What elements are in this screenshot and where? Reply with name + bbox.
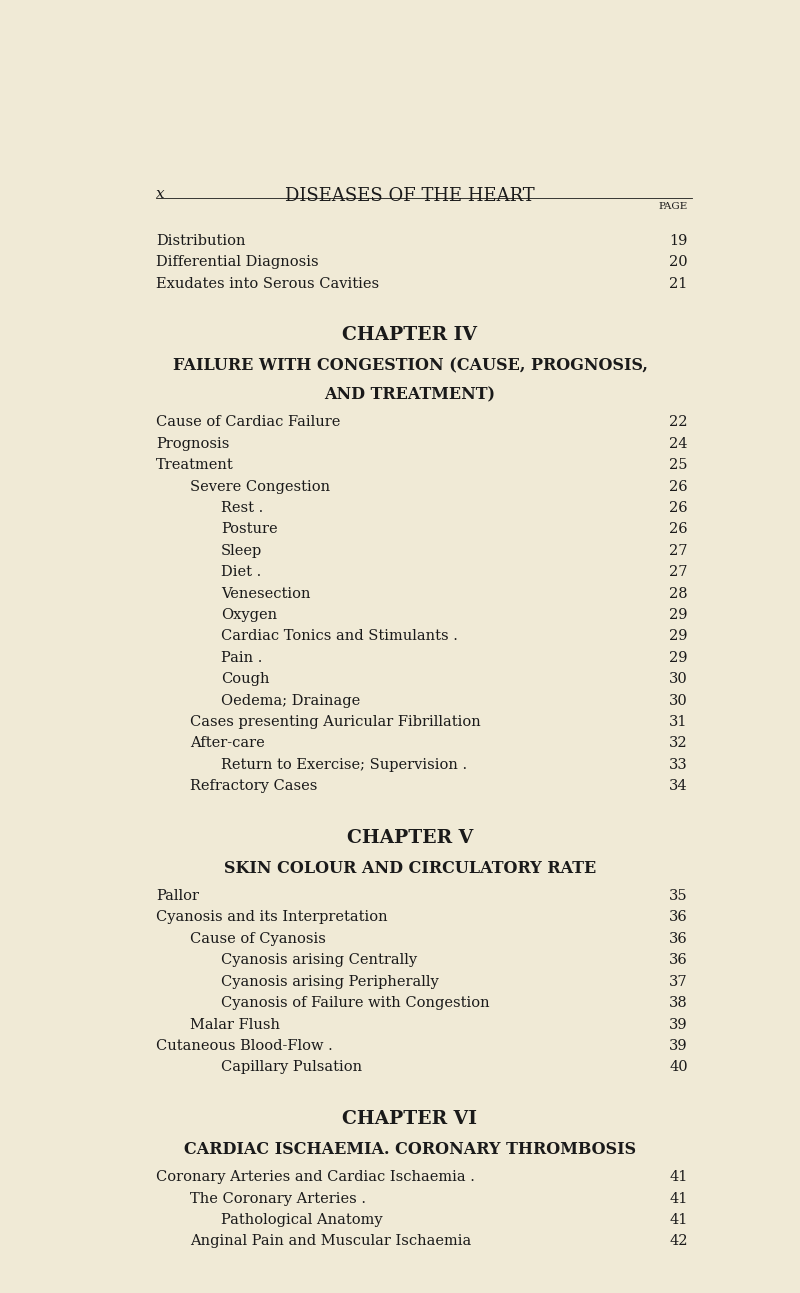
Text: 22: 22	[670, 415, 688, 429]
Text: 36: 36	[669, 953, 688, 967]
Text: After-care: After-care	[190, 737, 265, 750]
Text: Pain .: Pain .	[221, 650, 262, 665]
Text: CHAPTER VI: CHAPTER VI	[342, 1109, 478, 1127]
Text: Posture: Posture	[221, 522, 278, 537]
Text: x: x	[156, 187, 165, 200]
Text: Cause of Cyanosis: Cause of Cyanosis	[190, 932, 326, 946]
Text: Prognosis: Prognosis	[156, 437, 229, 451]
Text: Cardiac Tonics and Stimulants .: Cardiac Tonics and Stimulants .	[221, 630, 458, 644]
Text: 27: 27	[670, 565, 688, 579]
Text: 20: 20	[669, 255, 688, 269]
Text: Coronary Arteries and Cardiac Ischaemia .: Coronary Arteries and Cardiac Ischaemia …	[156, 1170, 474, 1184]
Text: Cyanosis arising Centrally: Cyanosis arising Centrally	[221, 953, 417, 967]
Text: 26: 26	[669, 522, 688, 537]
Text: 31: 31	[670, 715, 688, 729]
Text: Treatment: Treatment	[156, 458, 234, 472]
Text: AND TREATMENT): AND TREATMENT)	[325, 387, 495, 403]
Text: 32: 32	[669, 737, 688, 750]
Text: 37: 37	[669, 975, 688, 989]
Text: FAILURE WITH CONGESTION (CAUSE, PROGNOSIS,: FAILURE WITH CONGESTION (CAUSE, PROGNOSI…	[173, 358, 647, 375]
Text: 41: 41	[670, 1192, 688, 1205]
Text: Return to Exercise; Supervision .: Return to Exercise; Supervision .	[221, 758, 467, 772]
Text: Refractory Cases: Refractory Cases	[190, 780, 318, 794]
Text: 30: 30	[669, 672, 688, 687]
Text: CHAPTER IV: CHAPTER IV	[342, 326, 478, 344]
Text: Diet .: Diet .	[221, 565, 261, 579]
Text: 35: 35	[669, 890, 688, 903]
Text: 21: 21	[670, 277, 688, 291]
Text: Distribution: Distribution	[156, 234, 246, 248]
Text: Exudates into Serous Cavities: Exudates into Serous Cavities	[156, 277, 379, 291]
Text: SKIN COLOUR AND CIRCULATORY RATE: SKIN COLOUR AND CIRCULATORY RATE	[224, 860, 596, 877]
Text: 19: 19	[670, 234, 688, 248]
Text: Differential Diagnosis: Differential Diagnosis	[156, 255, 318, 269]
Text: Cutaneous Blood-Flow .: Cutaneous Blood-Flow .	[156, 1040, 333, 1053]
Text: Pallor: Pallor	[156, 890, 199, 903]
Text: 36: 36	[669, 932, 688, 946]
Text: 41: 41	[670, 1170, 688, 1184]
Text: 27: 27	[670, 544, 688, 557]
Text: 30: 30	[669, 693, 688, 707]
Text: 33: 33	[669, 758, 688, 772]
Text: Cyanosis of Failure with Congestion: Cyanosis of Failure with Congestion	[221, 996, 490, 1010]
Text: Cases presenting Auricular Fibrillation: Cases presenting Auricular Fibrillation	[190, 715, 481, 729]
Text: 39: 39	[669, 1018, 688, 1032]
Text: 41: 41	[670, 1213, 688, 1227]
Text: Oxygen: Oxygen	[221, 608, 277, 622]
Text: CHAPTER V: CHAPTER V	[347, 829, 473, 847]
Text: Cyanosis arising Peripherally: Cyanosis arising Peripherally	[221, 975, 438, 989]
Text: 34: 34	[669, 780, 688, 794]
Text: 36: 36	[669, 910, 688, 924]
Text: Malar Flush: Malar Flush	[190, 1018, 280, 1032]
Text: Anginal Pain and Muscular Ischaemia: Anginal Pain and Muscular Ischaemia	[190, 1235, 471, 1248]
Text: 26: 26	[669, 500, 688, 515]
Text: Cause of Cardiac Failure: Cause of Cardiac Failure	[156, 415, 340, 429]
Text: PAGE: PAGE	[658, 202, 688, 211]
Text: 42: 42	[670, 1235, 688, 1248]
Text: 29: 29	[670, 650, 688, 665]
Text: Oedema; Drainage: Oedema; Drainage	[221, 693, 360, 707]
Text: Rest .: Rest .	[221, 500, 263, 515]
Text: 39: 39	[669, 1040, 688, 1053]
Text: Severe Congestion: Severe Congestion	[190, 480, 330, 494]
Text: 38: 38	[669, 996, 688, 1010]
Text: 28: 28	[669, 587, 688, 600]
Text: 26: 26	[669, 480, 688, 494]
Text: DISEASES OF THE HEART: DISEASES OF THE HEART	[285, 187, 535, 206]
Text: 29: 29	[670, 608, 688, 622]
Text: Sleep: Sleep	[221, 544, 262, 557]
Text: Cyanosis and its Interpretation: Cyanosis and its Interpretation	[156, 910, 387, 924]
Text: Cough: Cough	[221, 672, 270, 687]
Text: 25: 25	[670, 458, 688, 472]
Text: CARDIAC ISCHAEMIA. CORONARY THROMBOSIS: CARDIAC ISCHAEMIA. CORONARY THROMBOSIS	[184, 1142, 636, 1159]
Text: 40: 40	[669, 1060, 688, 1074]
Text: Capillary Pulsation: Capillary Pulsation	[221, 1060, 362, 1074]
Text: Pathological Anatomy: Pathological Anatomy	[221, 1213, 382, 1227]
Text: 29: 29	[670, 630, 688, 644]
Text: Venesection: Venesection	[221, 587, 310, 600]
Text: The Coronary Arteries .: The Coronary Arteries .	[190, 1192, 366, 1205]
Text: 24: 24	[670, 437, 688, 451]
